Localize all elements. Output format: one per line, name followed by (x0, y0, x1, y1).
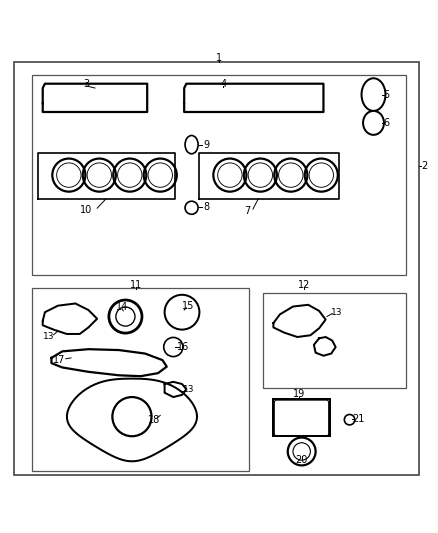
Text: 13: 13 (331, 308, 342, 317)
Text: 7: 7 (244, 206, 251, 216)
Text: 4: 4 (220, 79, 226, 88)
Text: 1: 1 (216, 53, 222, 63)
Text: 14: 14 (116, 302, 128, 312)
Text: 13: 13 (42, 332, 54, 341)
Text: 19: 19 (293, 389, 305, 399)
Text: 6: 6 (384, 118, 390, 128)
Bar (273, 399, 330, 436)
Text: 15: 15 (182, 301, 195, 311)
Text: 8: 8 (203, 203, 209, 212)
Text: 12: 12 (298, 280, 310, 290)
Text: 18: 18 (148, 415, 160, 425)
Text: 21: 21 (352, 414, 364, 424)
Bar (32, 75, 406, 275)
Text: 2: 2 (421, 161, 427, 172)
Text: 10: 10 (80, 205, 92, 215)
Text: 3: 3 (83, 79, 89, 88)
Bar (262, 293, 406, 389)
Text: 9: 9 (203, 140, 209, 150)
Text: 13: 13 (183, 385, 194, 394)
Text: 17: 17 (53, 355, 65, 365)
Text: 16: 16 (177, 342, 190, 352)
Text: 5: 5 (383, 91, 390, 100)
Bar (32, 288, 250, 471)
Text: 11: 11 (130, 280, 142, 290)
Text: 20: 20 (296, 455, 308, 465)
